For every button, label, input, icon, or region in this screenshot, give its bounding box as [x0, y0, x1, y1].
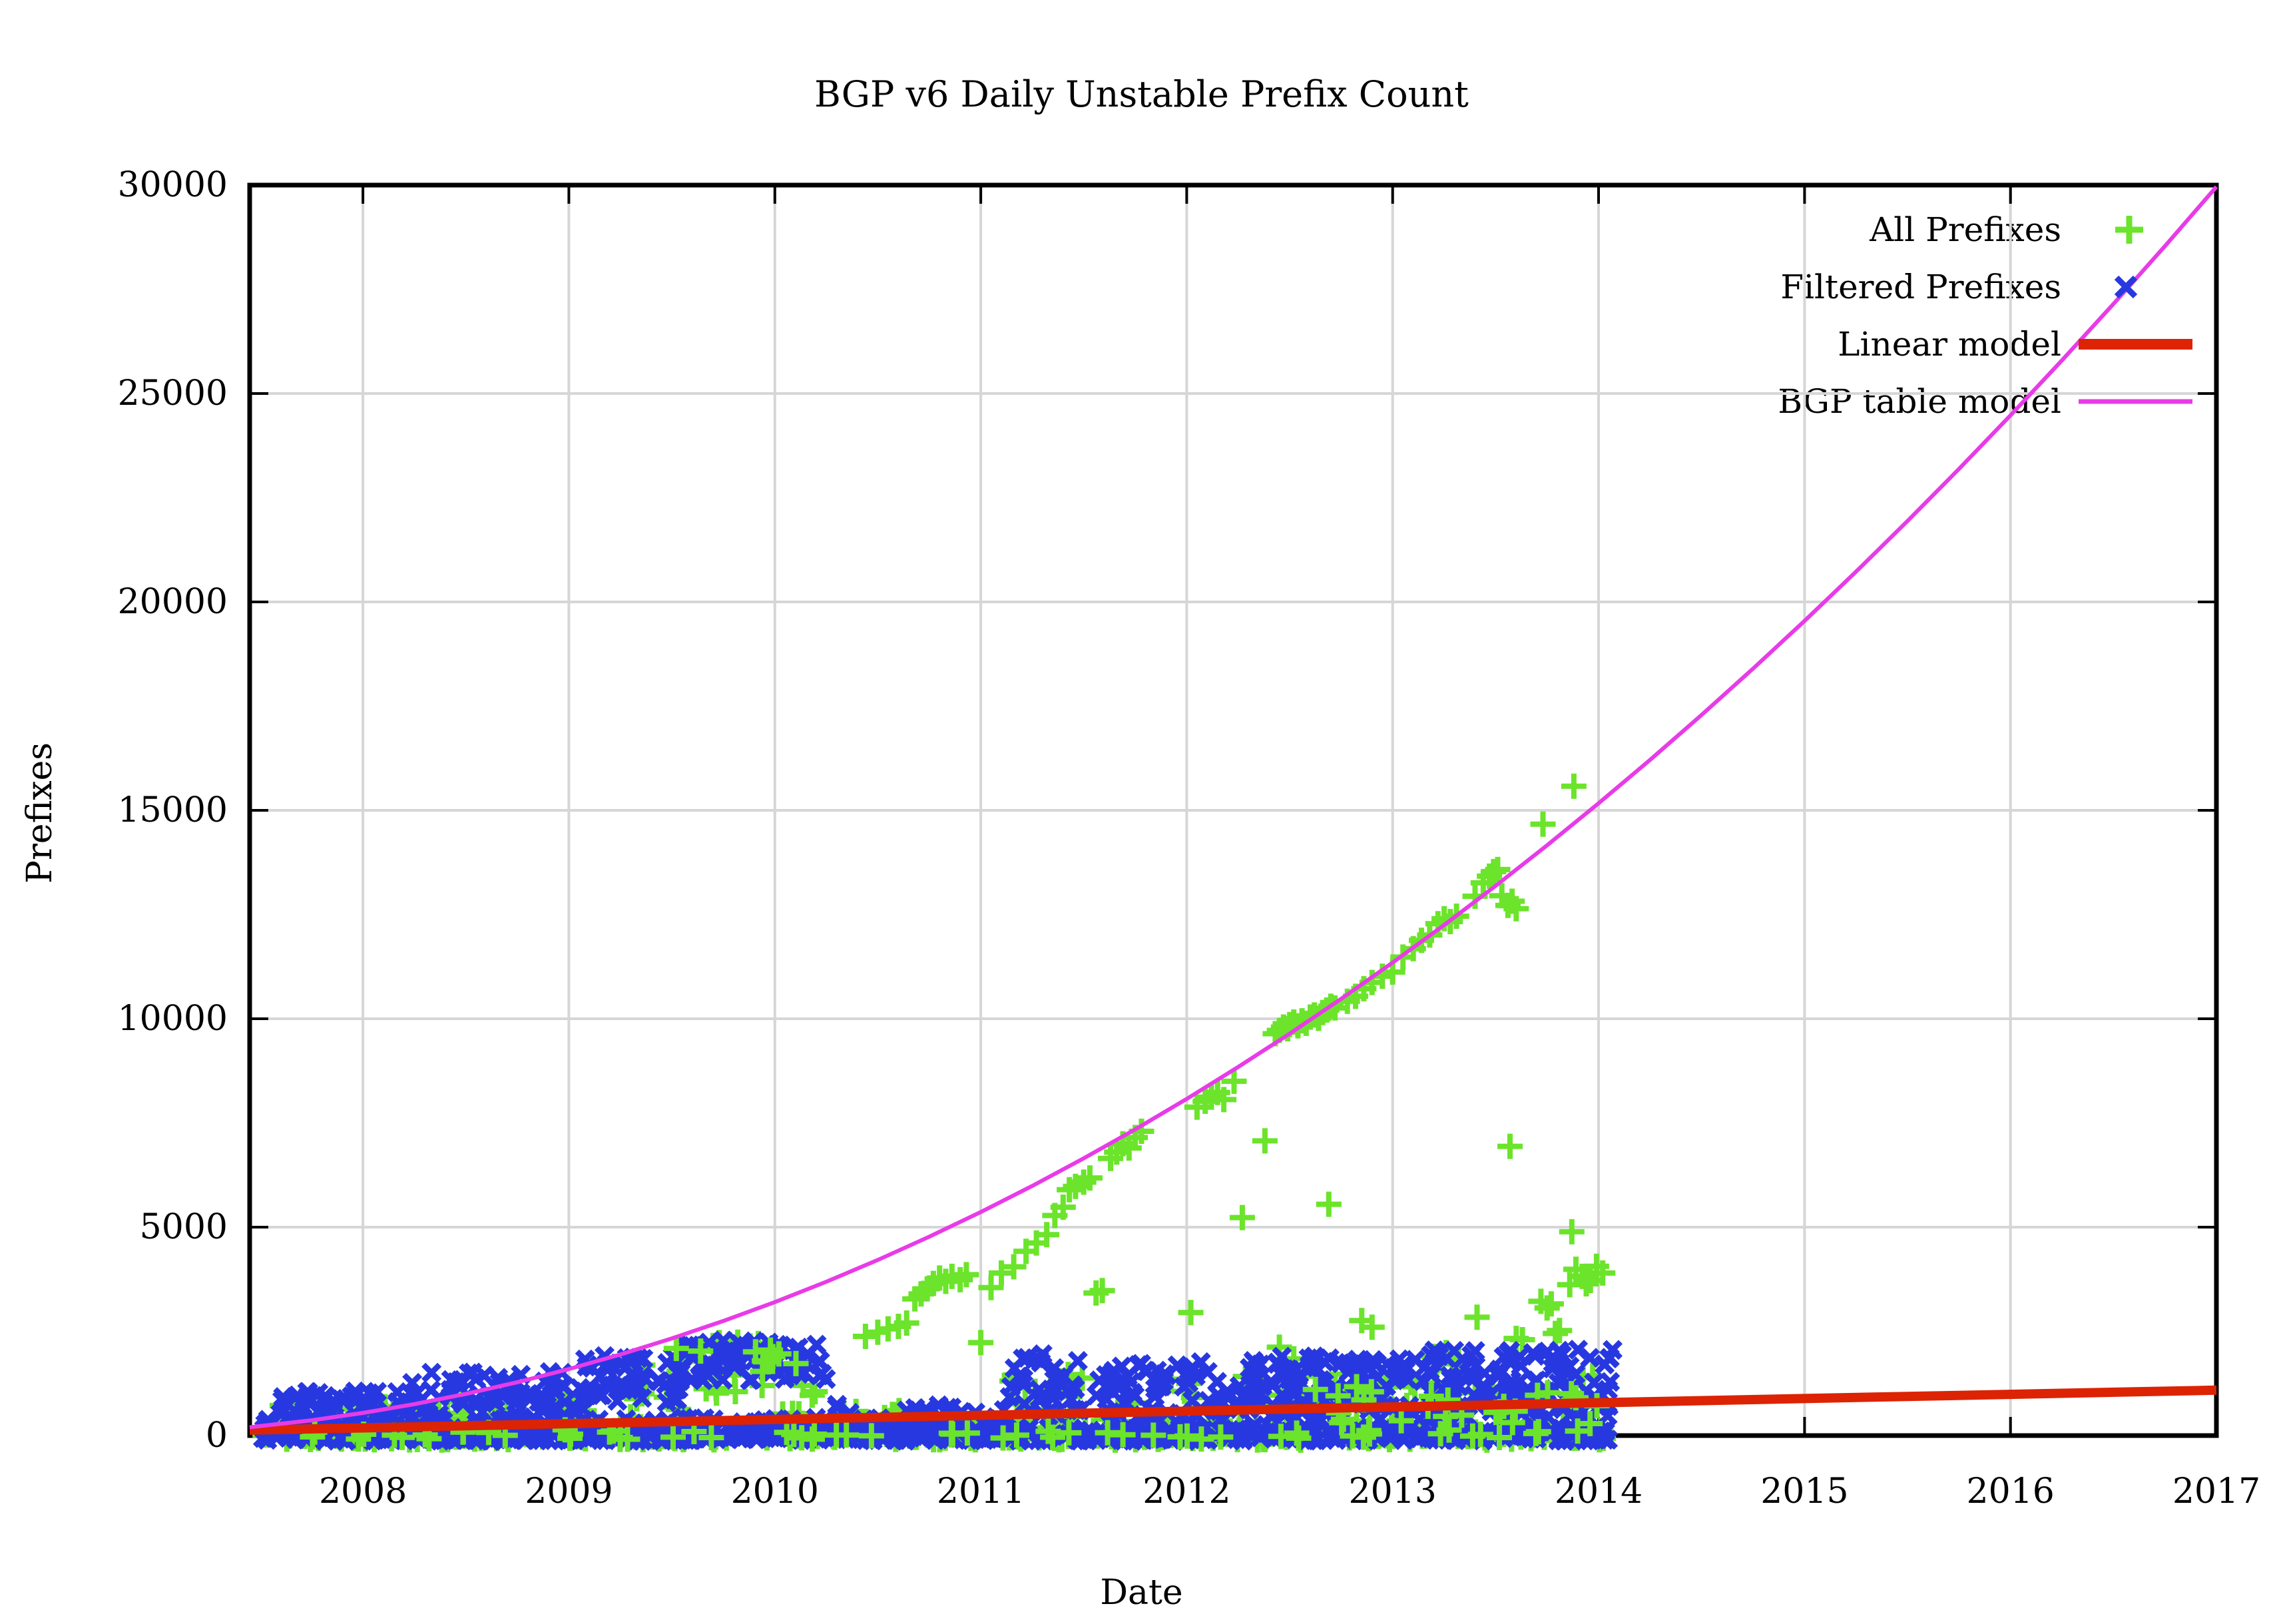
- x-tick-label: 2012: [1142, 1472, 1231, 1511]
- legend-item-linear-model: Linear model: [1838, 325, 2061, 364]
- x-tick-label: 2016: [1966, 1472, 2055, 1511]
- x-tick-label: 2010: [730, 1472, 819, 1511]
- legend-item-all-prefixes: All Prefixes: [1870, 210, 2061, 249]
- y-tick-label: 0: [205, 1416, 228, 1456]
- x-tick-label: 2015: [1760, 1472, 1849, 1511]
- x-tick-label: 2014: [1554, 1472, 1643, 1511]
- chart-title: BGP v6 Daily Unstable Prefix Count: [814, 73, 1469, 115]
- y-tick-label: 15000: [117, 790, 228, 830]
- y-tick-label: 10000: [117, 999, 228, 1039]
- x-tick-label: 2008: [318, 1472, 407, 1511]
- y-tick-label: 25000: [117, 374, 228, 413]
- x-axis-title: Date: [1100, 1573, 1183, 1613]
- y-tick-label: 5000: [139, 1207, 228, 1247]
- x-tick-label: 2013: [1348, 1472, 1437, 1511]
- y-tick-label: 20000: [117, 582, 228, 622]
- legend-item-filtered-prefixes: Filtered Prefixes: [1780, 268, 2061, 306]
- y-tick-label: 30000: [117, 165, 228, 205]
- x-tick-label: 2009: [525, 1472, 613, 1511]
- legend-item-bgp-table-model: BGP table model: [1778, 382, 2061, 421]
- x-tick-label: 2011: [936, 1472, 1025, 1511]
- x-tick-label: 2017: [2172, 1472, 2261, 1511]
